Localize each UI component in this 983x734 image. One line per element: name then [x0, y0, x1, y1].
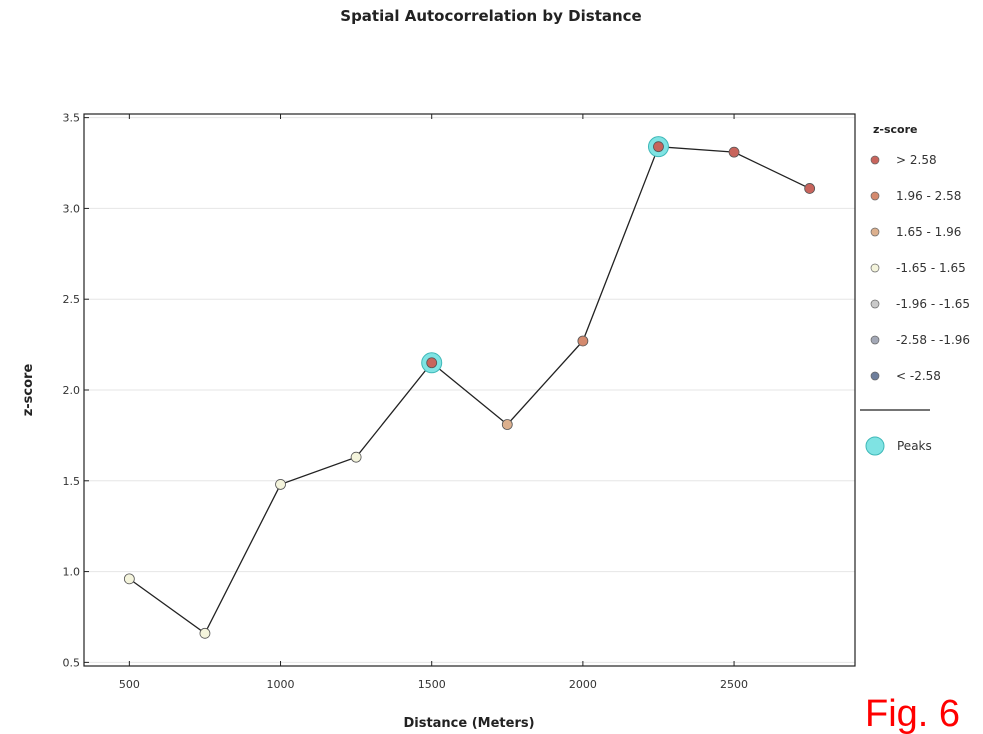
grid-lines	[84, 117, 855, 663]
x-tick-label: 1500	[418, 678, 446, 691]
x-axis: 500 1000 1500 2000 2500	[119, 114, 748, 691]
legend-peaks-swatch	[865, 436, 885, 456]
legend: z-score > 2.58 1.96 - 2.58 1.65 - 1.96 -1.6…	[860, 123, 970, 456]
y-tick-label: 2.5	[63, 293, 81, 306]
legend-swatch	[870, 335, 880, 345]
y-axis: 0.5 1.0 1.5 2.0 2.5 3.0 3.5	[63, 112, 89, 669]
y-tick-label: 3.5	[63, 112, 81, 125]
data-point	[123, 573, 135, 585]
legend-label: 1.65 - 1.96	[896, 225, 961, 239]
legend-label: -2.58 - -1.96	[896, 333, 970, 347]
legend-label: -1.96 - -1.65	[896, 297, 970, 311]
legend-title: z-score	[873, 123, 917, 136]
legend-swatch	[870, 263, 880, 273]
legend-swatch	[870, 227, 880, 237]
y-axis-label: z-score	[21, 364, 36, 417]
legend-label: 1.96 - 2.58	[896, 189, 961, 203]
x-tick-label: 2500	[720, 678, 748, 691]
x-axis-label: Distance (Meters)	[403, 716, 534, 731]
data-point	[653, 141, 664, 153]
data-point	[577, 335, 589, 347]
peak-markers	[421, 136, 669, 374]
y-tick-label: 3.0	[63, 202, 81, 215]
y-tick-label: 1.5	[63, 475, 81, 488]
data-point	[350, 451, 362, 463]
z-score-line	[128, 146, 810, 635]
legend-swatch	[870, 191, 880, 201]
legend-label: > 2.58	[896, 153, 937, 167]
chart-title: Spatial Autocorrelation by Distance	[340, 7, 641, 25]
y-tick-label: 2.0	[63, 384, 81, 397]
x-tick-label: 1000	[267, 678, 295, 691]
legend-swatch	[870, 299, 880, 309]
legend-peaks-label: Peaks	[897, 439, 932, 453]
series-line-layer	[128, 146, 810, 635]
legend-swatch	[870, 371, 880, 381]
y-tick-label: 1.0	[63, 566, 81, 579]
x-tick-label: 2000	[569, 678, 597, 691]
data-point	[275, 479, 286, 490]
data-point	[804, 183, 816, 194]
data-point	[426, 357, 438, 369]
legend-label: -1.65 - 1.65	[896, 261, 966, 275]
legend-swatch	[870, 155, 880, 165]
data-point	[501, 419, 513, 430]
legend-label: < -2.58	[896, 369, 941, 383]
data-point	[728, 146, 740, 158]
figure-caption: Fig. 6	[865, 693, 960, 734]
data-points	[123, 141, 816, 639]
data-point	[199, 627, 211, 639]
y-tick-label: 0.5	[63, 656, 81, 669]
x-tick-label: 500	[119, 678, 140, 691]
